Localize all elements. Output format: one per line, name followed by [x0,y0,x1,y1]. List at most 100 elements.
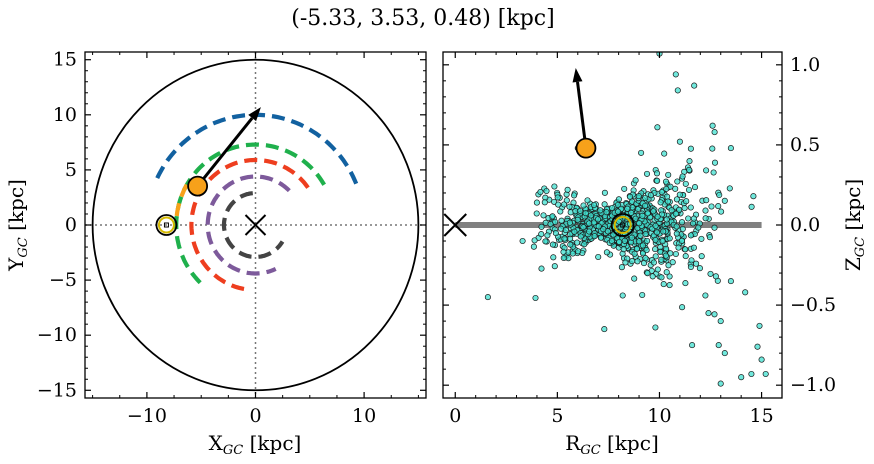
scatter-point [696,265,703,272]
left-ticks: −10 0 10 15 10 5 0 −5 −10 −15 [37,49,426,427]
y-tick-label: 0 [65,214,77,236]
scatter-point [654,124,661,131]
scatter-point [660,281,667,288]
scatter-point [538,265,545,272]
scatter-point [551,183,558,190]
scatter-point [717,318,724,325]
velocity-arrow-head [572,68,583,83]
y-tick-label: 10 [53,104,77,126]
scatter-point [560,201,568,208]
scatter-point [698,235,705,242]
scatter-point [702,207,709,214]
scatter-point [636,220,643,227]
scatter-point [681,205,688,212]
spiral-arm-5 [205,174,291,276]
scatter-point [547,221,554,228]
scatter-point [693,260,700,267]
sun-dot [620,222,626,228]
scatter-point [682,280,689,287]
scatter-point [652,253,659,260]
scatter-point [566,203,573,210]
scatter-point [717,380,724,387]
scatter-point [672,250,679,258]
x-tick-label: 5 [551,405,563,427]
scatter-point [754,343,761,350]
scatter-point [577,233,584,240]
scatter-point [687,263,694,271]
scatter-point [575,248,582,255]
scatter-point [683,198,690,205]
scatter-point [649,273,656,280]
scatter-point [586,220,593,227]
scatter-point [563,197,570,204]
scatter-point [676,138,683,145]
scatter-point [538,223,545,230]
scatter-point [658,256,665,263]
scatter-point [639,291,646,299]
scatter-point [654,266,661,273]
scatter-point [664,198,671,205]
scatter-point [584,197,591,204]
x-tick-label: 15 [749,405,773,427]
scatter-point [597,234,604,241]
y-tick-label: 0.0 [790,214,820,236]
scatter-point [603,249,610,256]
y-tick-label: −1.0 [790,374,836,396]
scatter-point [632,177,639,184]
right-ticks: 0 5 10 15 1.0 0.5 0.0 −0.5 −1.0 [443,52,836,427]
scatter-point [706,234,713,241]
scatter-point [643,247,650,254]
scatter-point [738,374,745,381]
scatter-point [663,216,670,223]
sun-outer-ring [610,213,635,237]
scatter-point [718,208,725,215]
x-tick-label: 0 [249,405,261,427]
scatter-point [727,278,734,285]
scatter-point [727,145,734,152]
scatter-point [676,206,683,213]
scatter-point [662,252,669,259]
scatter-point [555,201,562,208]
scatter-point [660,228,667,235]
scatter-point [532,294,539,302]
scatter-point [557,225,564,232]
x-tick-label: 0 [449,405,461,427]
y-tick-label: −10 [37,324,77,346]
scatter-point [711,159,719,166]
scatter-point [595,253,602,261]
scatter-point [601,201,608,208]
galactic-center-marker [244,214,267,236]
scatter-point [669,259,676,266]
scatter-point [544,232,551,239]
scatter-point [678,237,685,244]
right-y-axis-label: ZGC [kpc] [841,179,868,271]
scatter-point [601,189,608,196]
scatter-point [597,207,604,214]
scatter-point [628,234,635,241]
scatter-point [549,213,556,220]
scatter-point [560,254,567,262]
y-tick-label: 15 [53,49,77,71]
left-x-axis-label: XGC [kpc] [209,431,302,458]
scatter-point [715,203,722,210]
scatter-point [663,185,670,192]
scatter-point [657,199,664,206]
scatter-point [642,194,649,202]
scatter-point [619,292,626,299]
scatter-point [537,188,544,196]
scatter-point [658,274,665,281]
scatter-point [721,197,728,204]
scatter-point [705,310,712,317]
scatter-point [484,294,491,301]
y-tick-label: 0.5 [790,134,820,156]
scatter-point [569,250,576,257]
scatter-point [631,250,638,257]
y-tick-label: −0.5 [790,294,836,316]
scatter-point [668,207,675,214]
sun-outer-ring [155,214,178,236]
scatter-point [711,311,718,318]
scatter-point [687,232,694,239]
scatter-point [712,273,719,280]
scatter-point [658,189,665,196]
